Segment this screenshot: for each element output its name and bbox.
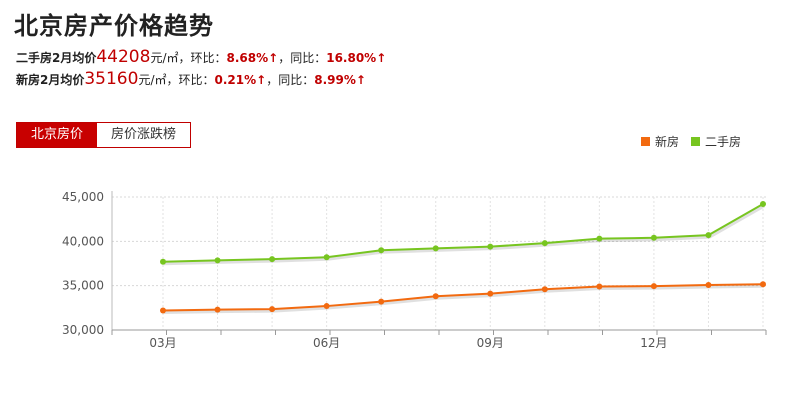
data-point-new-house: [705, 281, 712, 288]
new-house-price: 35160: [84, 69, 139, 89]
legend-label-new-house: 新房: [654, 135, 679, 149]
tab-beijing-price[interactable]: 北京房价: [17, 123, 98, 147]
data-point-second-hand: [269, 256, 276, 263]
data-point-second-hand: [214, 257, 221, 264]
data-point-second-hand: [432, 245, 439, 252]
data-point-second-hand: [323, 254, 330, 261]
y-tick-label: 35,000: [62, 279, 104, 293]
second-hand-mom-value: 8.68%↑: [226, 51, 279, 65]
x-tick-label: 12月: [640, 336, 667, 350]
legend-item-second-hand[interactable]: 二手房: [690, 133, 741, 150]
x-tick-label: 06月: [313, 336, 340, 350]
legend-item-new-house[interactable]: 新房: [640, 133, 679, 150]
data-point-second-hand: [760, 201, 766, 208]
page-title: 北京房产价格趋势: [14, 12, 214, 40]
new-house-yoy-value: 8.99%↑: [314, 73, 366, 87]
chart-legend: 新房 二手房: [640, 133, 741, 150]
second-hand-yoy-value: 16.80%↑: [326, 51, 387, 65]
data-point-new-house: [487, 290, 494, 297]
data-point-new-house: [214, 306, 221, 313]
second-hand-yoy-label: ，同比：: [278, 51, 327, 65]
y-tick-label: 45,000: [62, 190, 104, 204]
new-house-label: 新房2月均价: [16, 73, 85, 87]
data-point-second-hand: [487, 243, 494, 250]
series-line-second-hand: [162, 203, 764, 263]
data-point-second-hand: [705, 232, 712, 239]
data-point-new-house: [541, 286, 548, 293]
new-house-unit: 元/㎡: [138, 73, 167, 87]
data-point-second-hand: [541, 240, 548, 247]
y-tick-label: 30,000: [62, 323, 104, 337]
second-hand-label: 二手房2月均价: [16, 51, 97, 65]
y-tick-label: 40,000: [62, 234, 104, 248]
data-point-second-hand: [650, 234, 657, 241]
data-point-new-house: [323, 303, 330, 310]
tab-price-ranking[interactable]: 房价涨跌榜: [97, 123, 191, 147]
new-house-price-summary: 新房2月均价35160元/㎡，环比：0.21%↑，同比：8.99%↑: [16, 69, 366, 89]
data-point-new-house: [378, 298, 385, 305]
x-tick-label: 03月: [149, 336, 176, 350]
x-tick-label: 09月: [477, 336, 504, 350]
data-point-second-hand: [160, 258, 166, 265]
second-hand-price: 44208: [96, 47, 151, 67]
second-hand-mom-label: ，环比：: [178, 51, 227, 65]
second-hand-price-summary: 二手房2月均价44208元/㎡，环比：8.68%↑，同比：16.80%↑: [16, 47, 386, 67]
data-point-new-house: [596, 283, 603, 290]
data-point-second-hand: [596, 235, 603, 242]
new-house-mom-label: ，环比：: [166, 73, 215, 87]
series-shadow-new-house: [163, 284, 765, 314]
new-house-mom-value: 0.21%↑: [214, 73, 267, 87]
data-point-new-house: [432, 293, 439, 300]
legend-label-second-hand: 二手房: [704, 135, 741, 149]
new-house-yoy-label: ，同比：: [266, 73, 315, 87]
legend-swatch-second-hand: [690, 137, 700, 146]
series-shadow-second-hand: [163, 204, 765, 266]
series-line-new-house: [162, 283, 764, 312]
second-hand-unit: 元/㎡: [150, 51, 179, 65]
data-point-new-house: [650, 283, 657, 290]
data-point-second-hand: [378, 247, 385, 254]
data-point-new-house: [160, 307, 166, 314]
tab-bar: 北京房价 房价涨跌榜: [16, 122, 192, 148]
legend-swatch-new-house: [640, 137, 650, 146]
data-point-new-house: [760, 281, 766, 288]
data-point-new-house: [269, 306, 276, 313]
